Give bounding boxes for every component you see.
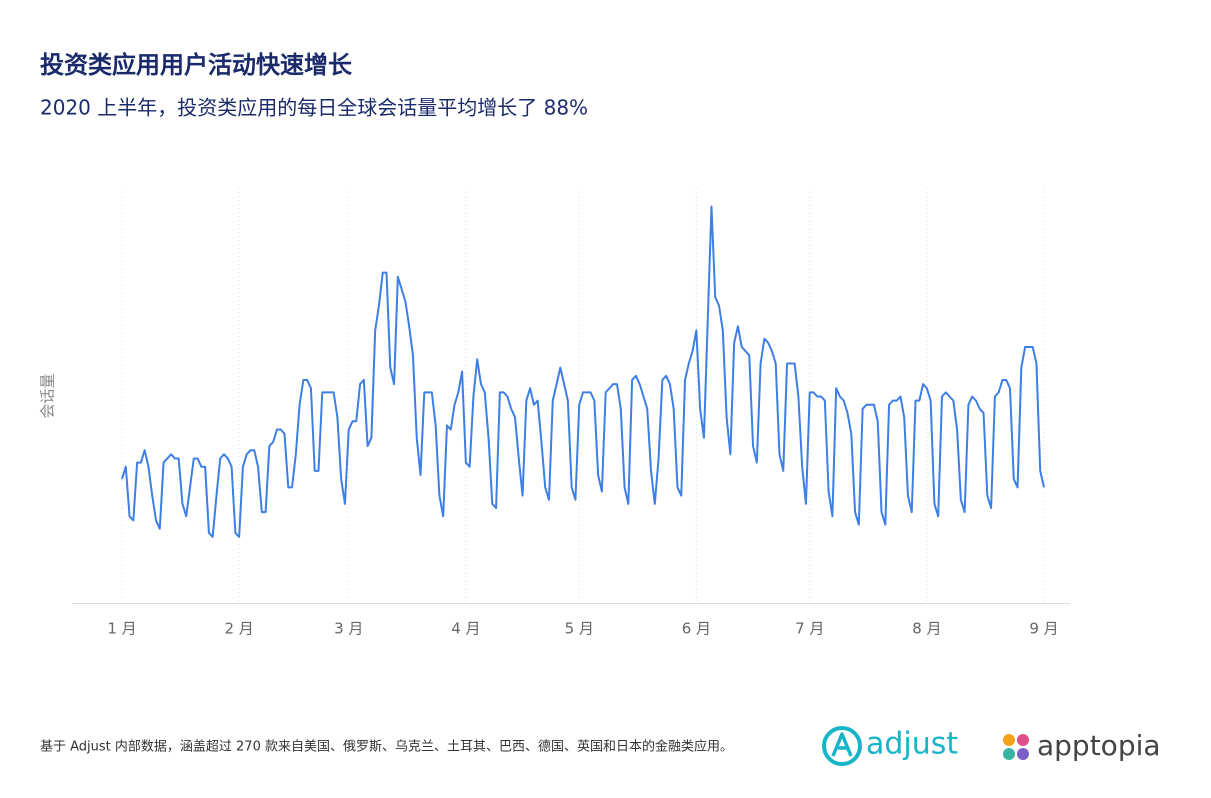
x-tick-label: 1 月 [107, 620, 136, 638]
line-series [121, 205, 1045, 538]
x-tick-label: 4 月 [451, 620, 480, 638]
x-tick-label: 9 月 [1029, 620, 1058, 638]
x-tick-label: 6 月 [682, 620, 711, 638]
x-tick-label: 5 月 [565, 620, 594, 638]
logo-text: adjust [866, 727, 958, 762]
chart-subtitle: 2020 上半年，投资类应用的每日全球会话量平均增长了 88% [40, 96, 588, 120]
x-tick-label: 3 月 [334, 620, 363, 638]
x-tick-label: 7 月 [795, 620, 824, 638]
logo-text: apptopia [1037, 729, 1161, 762]
chart-title: 投资类应用用户活动快速增长 [40, 51, 353, 79]
x-tick-label: 8 月 [912, 620, 941, 638]
y-axis-label: 会话量 [39, 373, 57, 418]
adjust-logo: adjust [822, 726, 958, 766]
x-tick-label: 2 月 [224, 620, 253, 638]
footnote: 基于 Adjust 内部数据，涵盖超过 270 款来自美国、俄罗斯、乌克兰、土耳… [40, 739, 733, 755]
apptopia-logo: apptopia [1003, 729, 1161, 762]
